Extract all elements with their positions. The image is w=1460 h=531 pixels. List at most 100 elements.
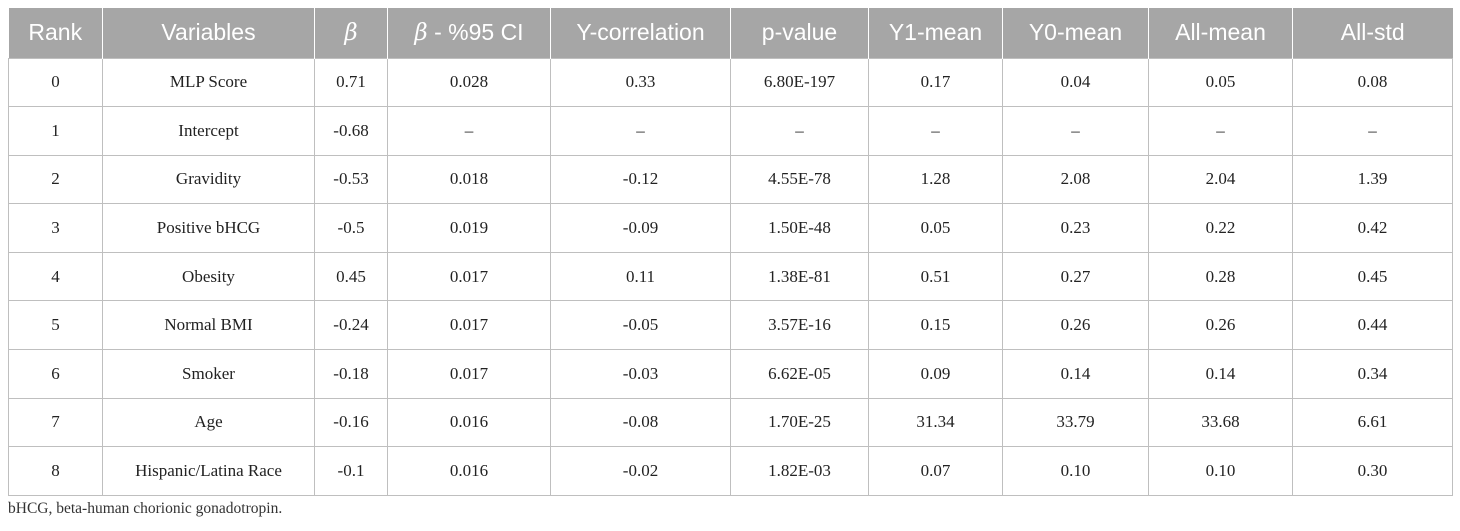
table-cell: MLP Score [102,57,315,108]
table-cell: 0.33 [550,57,731,108]
table-cell: 1.28 [868,154,1003,205]
table-row: 4 Obesity 0.45 0.017 0.11 1.38E-81 0.51 0.27 0.2… [8,251,1453,302]
table-cell: 0.42 [1292,203,1453,253]
table-cell: 2.04 [1148,154,1293,205]
table-cell: 0.017 [387,300,551,351]
table-cell: -0.03 [550,349,731,399]
table-cell: 1.50E-48 [730,203,869,253]
table-cell: -0.18 [314,349,388,399]
column-header: Y1-mean [868,8,1003,58]
table-cell: 0.019 [387,203,551,253]
table-cell: 2.08 [1002,154,1149,205]
table-cell: 0.11 [550,251,731,302]
table-cell: 0.017 [387,349,551,399]
table-cell: 0.26 [1002,300,1149,351]
table-cell: Age [102,397,315,448]
table-cell: 0.017 [387,251,551,302]
column-header-label: p-value [761,19,838,46]
column-header: Variables [102,8,315,58]
table-cell: 0 [8,57,103,108]
table-cell: – [1148,106,1293,156]
column-header-label: Y1-mean [888,19,983,46]
table-cell: – [868,106,1003,156]
table-row: 2 Gravidity -0.53 0.018 -0.12 4.55E-78 1.28 2.0… [8,154,1453,205]
beta-symbol: β [414,20,428,47]
table-cell: 0.51 [868,251,1003,302]
table-cell: 0.10 [1002,446,1149,496]
table-cell: 31.34 [868,397,1003,448]
column-header-label: All-std [1340,19,1405,46]
column-header: Y0-mean [1002,8,1149,58]
table-row: 5 Normal BMI -0.24 0.017 -0.05 3.57E-16 0.15 0.… [8,300,1453,351]
table-body: 0 MLP Score 0.71 0.028 0.33 6.80E-197 0.17 0.04… [8,57,1453,496]
table-cell: 0.27 [1002,251,1149,302]
column-header: All-std [1292,8,1453,58]
table-cell: 0.17 [868,57,1003,108]
table-cell: 1.70E-25 [730,397,869,448]
table-cell: – [1002,106,1149,156]
table-cell: 8 [8,446,103,496]
header-row: Rank Variables β β - %95 CI Y-correlation p-v… [8,8,1453,58]
data-table: Rank Variables β β - %95 CI Y-correlation p-v… [8,8,1453,496]
table-cell: 3.57E-16 [730,300,869,351]
table-cell: -0.24 [314,300,388,351]
column-header: Y-correlation [550,8,731,58]
table-cell: 3 [8,203,103,253]
table-cell: 6.62E-05 [730,349,869,399]
table-cell: Normal BMI [102,300,315,351]
table-cell: 0.016 [387,446,551,496]
table-cell: 0.028 [387,57,551,108]
table-cell: -0.5 [314,203,388,253]
table-row: 1 Intercept -0.68– – – – – – – [8,106,1453,156]
table-row: 0 MLP Score 0.71 0.028 0.33 6.80E-197 0.17 0.04… [8,57,1453,108]
table-cell: 1.82E-03 [730,446,869,496]
table-cell: 0.018 [387,154,551,205]
column-header: Rank [9,8,103,58]
table-cell: Intercept [102,106,315,156]
table-cell: 0.04 [1002,57,1149,108]
table-cell: -0.68 [314,106,388,156]
table-cell: 0.09 [868,349,1003,399]
table-cell: 0.05 [1148,57,1293,108]
table-cell: 4 [8,251,103,302]
table-cell: 2 [8,154,103,205]
table-cell: – [387,106,551,156]
beta-symbol: β [344,20,358,47]
table-cell: 33.68 [1148,397,1293,448]
table-cell: 0.30 [1292,446,1453,496]
table-row: 8 Hispanic/Latina Race -0.1 0.016 -0.02 1.82E… [8,446,1453,496]
table-cell: 0.14 [1148,349,1293,399]
table-cell: -0.02 [550,446,731,496]
table-cell: 5 [8,300,103,351]
table-cell: -0.08 [550,397,731,448]
table-cell: 33.79 [1002,397,1149,448]
table-cell: 0.45 [1292,251,1453,302]
table-cell: 0.14 [1002,349,1149,399]
table-cell: -0.16 [314,397,388,448]
table-row: 7 Age -0.16 0.016 -0.08 1.70E-25 31.34 33.79 33.… [8,397,1453,448]
table-row: 6 Smoker -0.18 0.017 -0.03 6.62E-05 0.09 0.14 0.… [8,349,1453,399]
table-cell: Smoker [102,349,315,399]
table-cell: 0.34 [1292,349,1453,399]
table-cell: -0.05 [550,300,731,351]
table-row: 3 Positive bHCG -0.5 0.019 -0.09 1.50E-48 0.05… [8,203,1453,253]
table-cell: 0.016 [387,397,551,448]
table-cell: -0.09 [550,203,731,253]
column-header-label: Y0-mean [1028,19,1123,46]
table-cell: – [1292,106,1453,156]
table-cell: 0.23 [1002,203,1149,253]
table-cell: 6.80E-197 [730,57,869,108]
table-cell: -0.12 [550,154,731,205]
column-header-label: All-mean [1175,19,1266,46]
table-cell: 0.05 [868,203,1003,253]
column-header-label: Rank [28,19,83,46]
table-cell: 7 [8,397,103,448]
table-cell: 0.07 [868,446,1003,496]
table-cell: – [550,106,731,156]
table-cell: Hispanic/Latina Race [102,446,315,496]
table-cell: 0.08 [1292,57,1453,108]
table-cell: 1 [8,106,103,156]
table-cell: 6.61 [1292,397,1453,448]
table-cell: -0.53 [314,154,388,205]
table-cell: 4.55E-78 [730,154,869,205]
